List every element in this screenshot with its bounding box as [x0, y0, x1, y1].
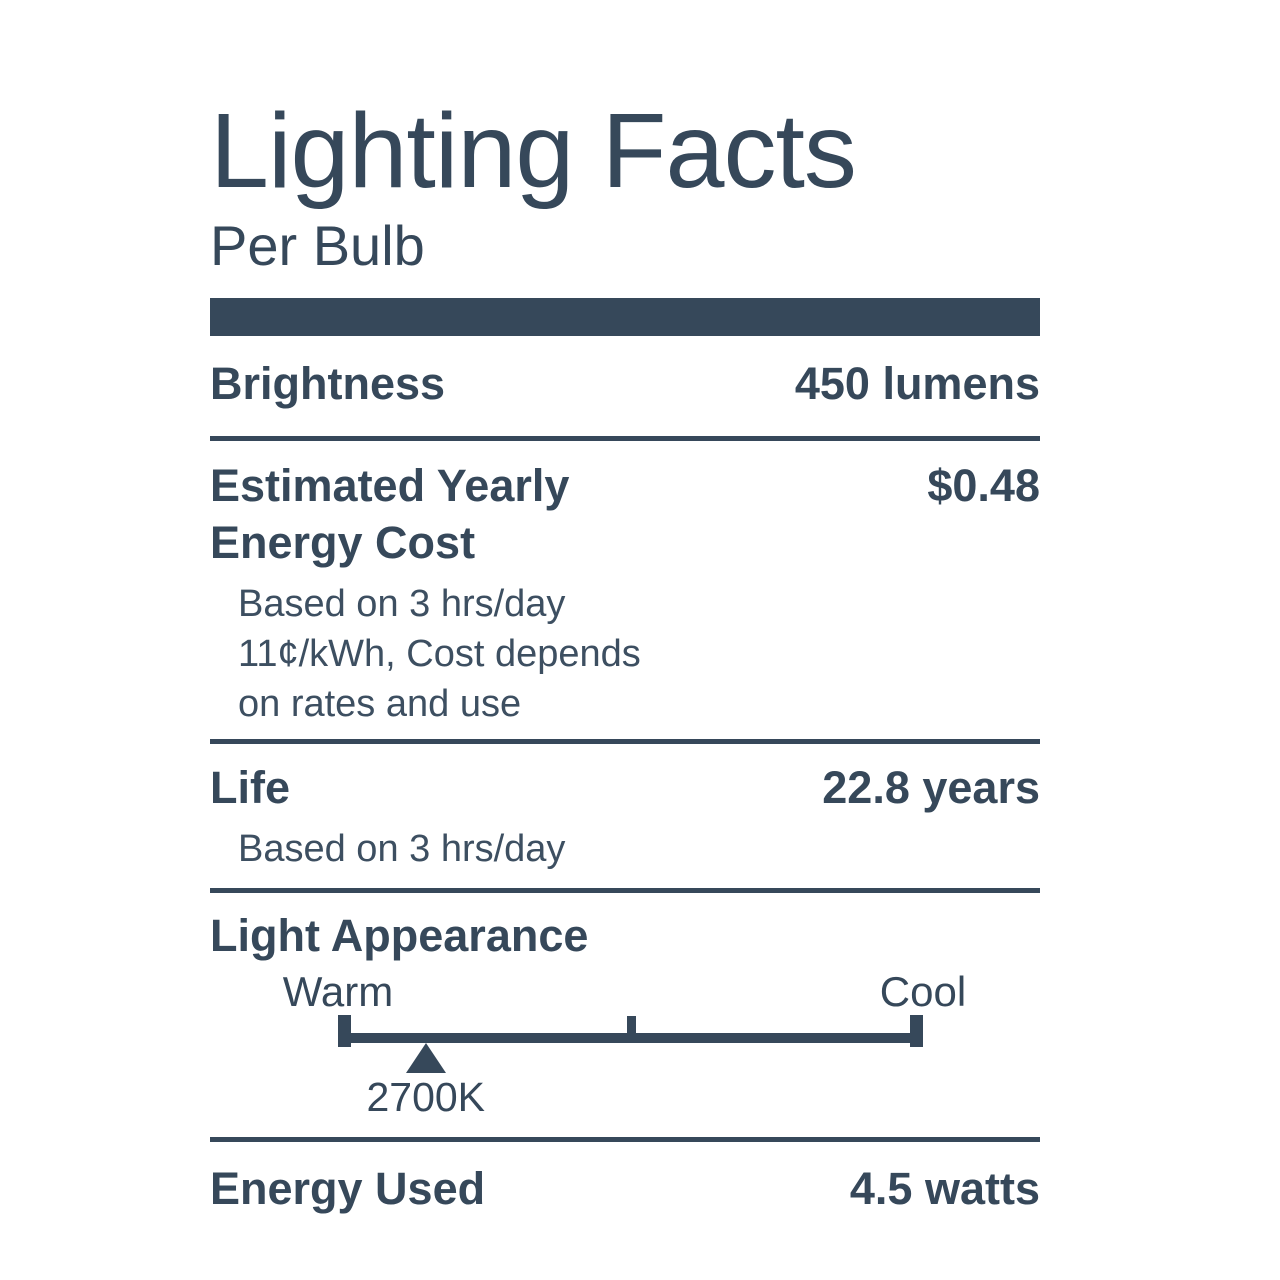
scale-bar [338, 1014, 923, 1047]
cool-label: Cool [879, 967, 967, 1015]
light-appearance-scale: Warm Cool 2700K [283, 970, 966, 1131]
lighting-facts-label: Lighting Facts Per Bulb Brightness 450 l… [210, 98, 1040, 1217]
energy-cost-note: Based on 3 hrs/day 11¢/kWh, Cost depends… [238, 579, 1040, 729]
energy-cost-value: $0.48 [927, 459, 1040, 511]
life-note: Based on 3 hrs/day [238, 827, 566, 870]
page-title: Lighting Facts [210, 92, 857, 210]
divider [210, 888, 1040, 893]
light-appearance-label: Light Appearance [210, 910, 589, 961]
life-value: 22.8 years [822, 762, 1040, 814]
energy-cost-note-line: Based on 3 hrs/day [238, 582, 566, 625]
life-section: Life 22.8 years Based on 3 hrs/day [210, 744, 1040, 888]
brightness-value: 450 lumens [794, 358, 1040, 409]
color-temperature-value: 2700K [366, 1073, 486, 1120]
divider [210, 739, 1040, 745]
energy-used-section: Energy Used 4.5 watts [210, 1142, 1040, 1218]
brightness-label: Brightness [210, 358, 446, 409]
energy-used-value: 4.5 watts [849, 1162, 1040, 1214]
triangle-up-marker-icon [405, 1042, 446, 1073]
brightness-section: Brightness 450 lumens [210, 336, 1040, 436]
energy-cost-note-line: 11¢/kWh, Cost depends [238, 632, 641, 675]
divider [210, 435, 1040, 441]
light-appearance-section: Light Appearance Warm Cool 2700K [210, 893, 1040, 1137]
energy-cost-section: Estimated Yearly Energy Cost $0.48 Based… [210, 441, 1040, 740]
energy-used-label: Energy Used [210, 1162, 486, 1214]
page-subtitle: Per Bulb [210, 214, 425, 277]
warm-label: Warm [282, 967, 394, 1015]
header-bar [210, 298, 1040, 336]
life-label: Life [210, 762, 291, 814]
energy-cost-label: Estimated Yearly Energy Cost [210, 459, 570, 569]
divider [210, 1136, 1040, 1142]
scale-right-end-tick [910, 1014, 923, 1047]
scale-middle-tick [626, 1015, 636, 1033]
scale-left-end-tick [338, 1014, 351, 1047]
energy-cost-note-line: on rates and use [238, 683, 522, 726]
